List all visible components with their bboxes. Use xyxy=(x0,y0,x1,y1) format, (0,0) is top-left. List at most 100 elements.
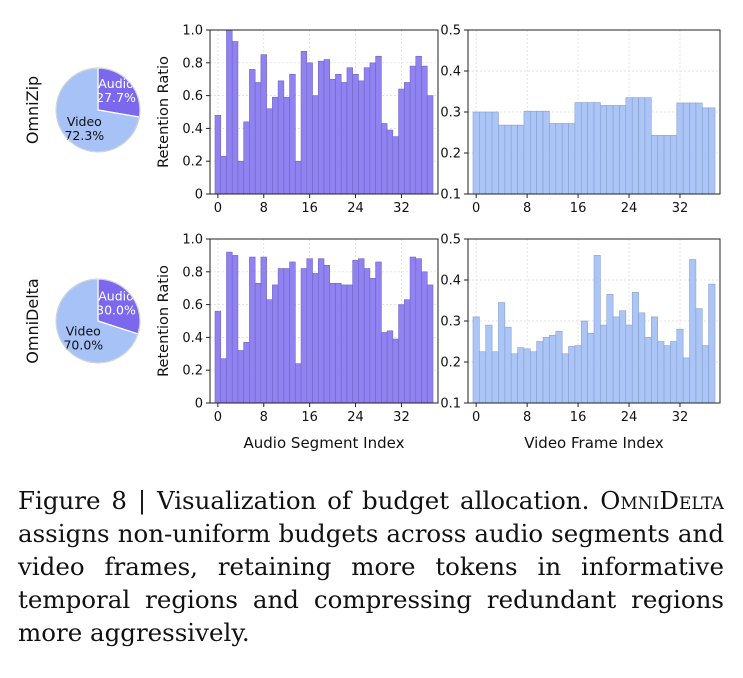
x-tick-label: 8 xyxy=(523,201,531,216)
figure: Audio27.7%Video72.3%OmniZip00.20.40.60.8… xyxy=(23,24,721,452)
bar xyxy=(381,123,388,195)
bar xyxy=(644,97,652,195)
caption-method-name: OmniDelta xyxy=(600,486,724,515)
bar xyxy=(358,258,365,404)
y-tick-label: 0.8 xyxy=(182,265,203,280)
bar xyxy=(663,135,671,195)
bar xyxy=(561,353,569,404)
bar xyxy=(237,160,244,195)
bar xyxy=(542,337,550,404)
bar xyxy=(689,102,697,195)
bar xyxy=(415,258,422,404)
bar xyxy=(283,268,290,404)
row-label: OmniDelta xyxy=(23,278,42,363)
bar xyxy=(517,347,525,404)
bar xyxy=(214,310,222,404)
bar xyxy=(625,97,633,195)
bar xyxy=(491,351,499,404)
x-axis-label: Video Frame Index xyxy=(524,434,664,452)
bar xyxy=(352,260,359,404)
bar xyxy=(619,310,627,404)
bar xyxy=(426,284,434,404)
bar xyxy=(392,136,399,195)
x-tick-label: 24 xyxy=(347,410,364,425)
pie-slice-name: Video xyxy=(67,114,102,129)
bar xyxy=(555,330,563,404)
bar xyxy=(631,291,639,404)
bar xyxy=(260,54,267,195)
y-tick-label: 0.4 xyxy=(440,274,461,289)
bar xyxy=(485,111,493,195)
bar xyxy=(536,341,544,404)
bar xyxy=(568,346,576,404)
bar xyxy=(398,304,405,404)
bar xyxy=(266,299,273,404)
bar xyxy=(346,284,353,404)
pie-slice-percent: 70.0% xyxy=(63,338,103,353)
x-tick-label: 8 xyxy=(260,201,268,216)
bar xyxy=(363,67,371,195)
bar xyxy=(695,308,703,404)
bar xyxy=(479,351,487,404)
bar xyxy=(644,337,652,404)
row-label: OmniZip xyxy=(23,76,42,144)
bar xyxy=(708,283,716,404)
x-tick-label: 8 xyxy=(260,410,268,425)
bar xyxy=(340,82,348,195)
bar xyxy=(426,95,434,195)
bar xyxy=(523,110,531,195)
bar xyxy=(549,335,557,404)
x-tick-label: 24 xyxy=(621,410,638,425)
x-axis-label: Audio Segment Index xyxy=(244,434,405,452)
bar xyxy=(346,67,353,195)
bar xyxy=(409,256,417,404)
pie-slice-name: Audio xyxy=(98,289,134,304)
y-tick-label: 0.2 xyxy=(182,155,203,170)
bar xyxy=(574,345,582,404)
y-tick-label: 0.4 xyxy=(182,122,203,137)
bar xyxy=(404,82,411,195)
pie-slice-percent: 27.7% xyxy=(96,90,136,105)
x-tick-label: 16 xyxy=(570,201,587,216)
bar xyxy=(295,160,302,195)
x-tick-label: 16 xyxy=(301,410,318,425)
bar xyxy=(289,261,296,404)
bar xyxy=(295,363,302,404)
bar xyxy=(651,316,658,404)
bar xyxy=(329,282,336,404)
y-tick-label: 0.4 xyxy=(440,65,461,80)
bar xyxy=(676,328,684,404)
bar xyxy=(363,268,371,404)
bar xyxy=(409,65,417,195)
bar xyxy=(587,102,595,195)
y-tick-label: 0.6 xyxy=(182,298,203,313)
y-tick-label: 0.5 xyxy=(440,233,461,248)
bar xyxy=(530,110,537,195)
y-tick-label: 0.5 xyxy=(440,24,461,39)
bar xyxy=(300,268,308,404)
bar xyxy=(472,316,480,404)
bar xyxy=(386,129,394,195)
x-tick-label: 8 xyxy=(523,410,531,425)
bar xyxy=(237,350,244,404)
y-tick-label: 1.0 xyxy=(182,233,203,248)
bar xyxy=(260,256,267,404)
bar xyxy=(317,258,325,404)
x-tick-label: 32 xyxy=(393,410,410,425)
bar xyxy=(663,345,671,404)
pie-slice-name: Audio xyxy=(98,76,134,91)
y-axis-label: Retention Ratio xyxy=(156,265,172,377)
pie-slice-percent: 30.0% xyxy=(96,303,136,318)
bar xyxy=(226,251,233,404)
bar xyxy=(619,105,627,195)
bar xyxy=(498,124,506,195)
bar xyxy=(587,332,595,404)
bar xyxy=(708,107,716,195)
bar xyxy=(670,135,678,195)
bar xyxy=(375,55,382,195)
bar xyxy=(254,82,262,195)
caption-lead: Figure 8 | Visualization of budget alloc… xyxy=(18,486,590,515)
bar xyxy=(306,258,313,404)
bar xyxy=(220,358,227,404)
bar xyxy=(593,255,601,404)
